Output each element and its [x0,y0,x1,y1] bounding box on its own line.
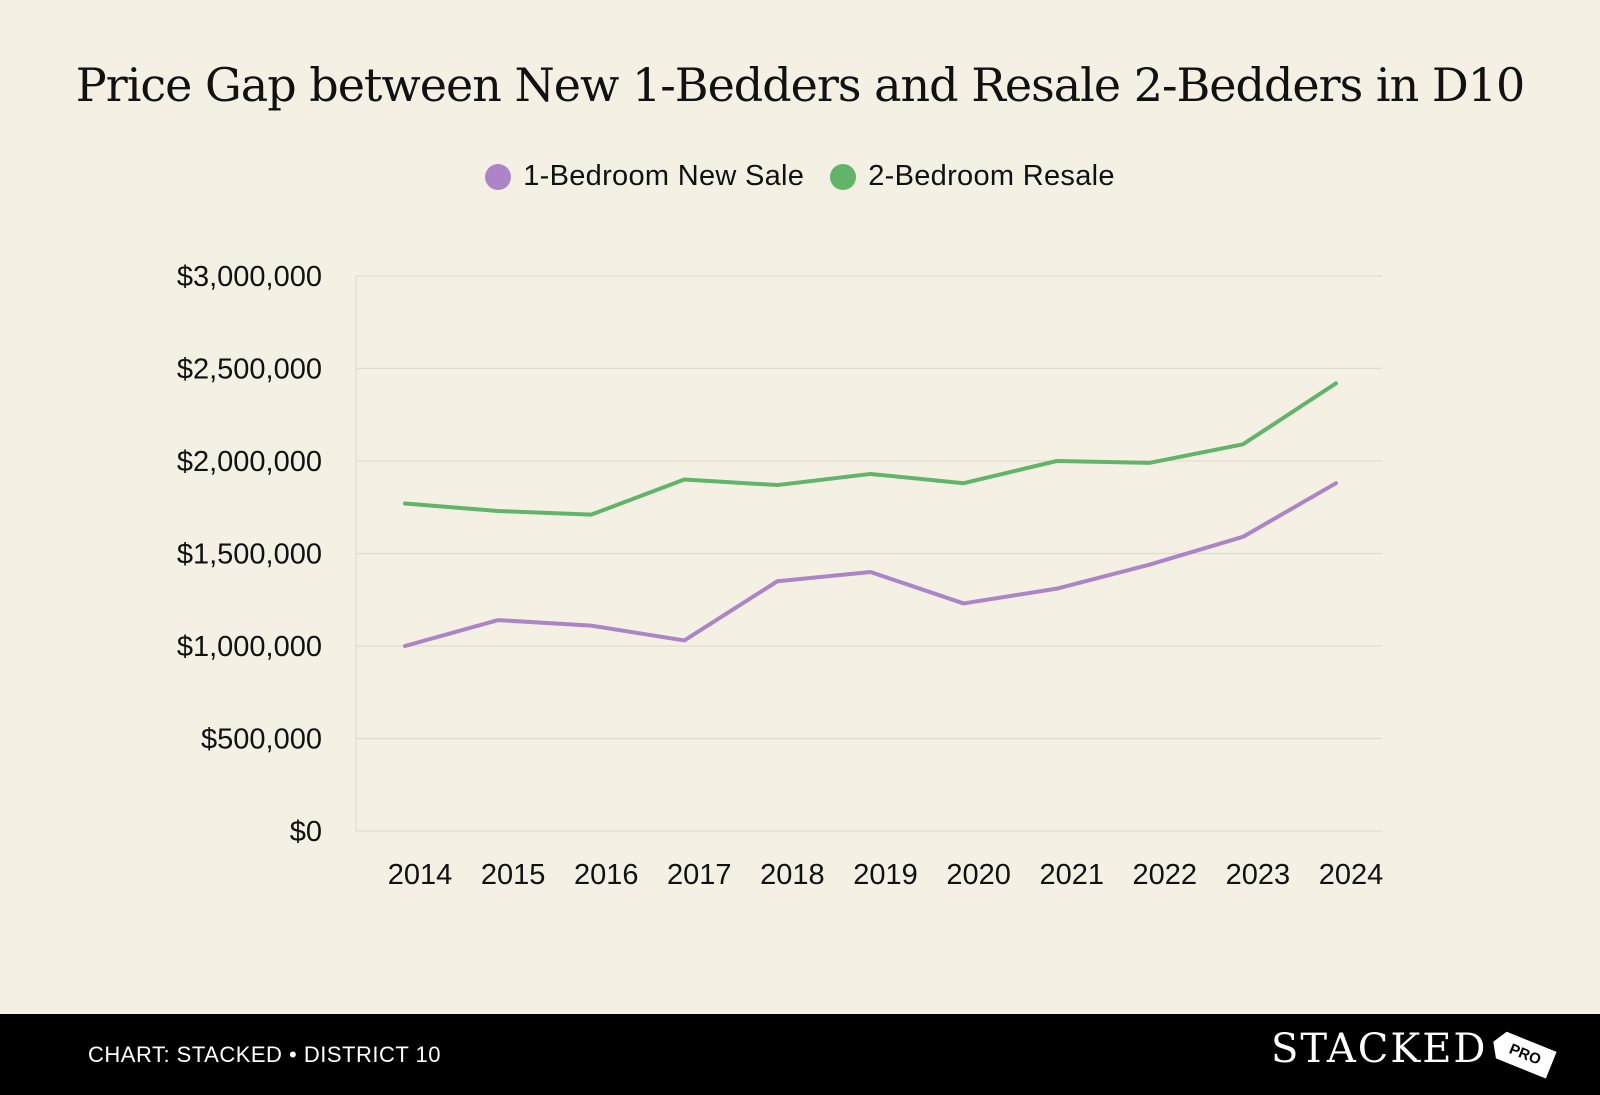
brand-name: STACKED [1270,1026,1488,1072]
footer: CHART: STACKED • DISTRICT 10 STACKED PRO [0,1014,1600,1095]
legend-item-1-bedroom-new-sale: 1-Bedroom New Sale [485,160,804,193]
chart-credit: CHART: STACKED • DISTRICT 10 [88,1042,441,1067]
x-tick-label: 2019 [853,859,918,891]
y-tick-label: $3,000,000 [177,261,322,293]
chart-title: Price Gap between New 1-Bedders and Resa… [75,58,1525,112]
x-tick-label: 2023 [1226,859,1291,891]
legend-swatch-1-bedroom-new-sale [485,163,512,190]
x-tick-label: 2014 [388,859,453,891]
y-tick-label: $1,000,000 [177,631,322,663]
x-tick-label: 2015 [481,859,546,891]
y-tick-label: $0 [290,816,322,848]
x-tick-label: 2020 [946,859,1011,891]
brand-tag: PRO [1488,1028,1557,1078]
legend-label-2-bedroom-resale: 2-Bedroom Resale [868,160,1115,192]
x-tick-label: 2022 [1133,859,1198,891]
x-tick-label: 2017 [667,859,732,891]
x-tick-label: 2021 [1039,859,1104,891]
line-chart: $0 $500,000 $1,000,000 $1,500,000 $2,000,000… [177,261,1384,891]
series-line-1-bedroom-new-sale [403,481,1338,648]
series-line-2-bedroom-resale [403,381,1338,517]
x-tick-label: 2024 [1319,859,1384,891]
legend-label-1-bedroom-new-sale: 1-Bedroom New Sale [523,160,805,192]
y-tick-label: $1,500,000 [177,539,322,571]
x-tick-label: 2016 [574,859,639,891]
legend-item-2-bedroom-resale: 2-Bedroom Resale [830,160,1115,193]
y-tick-label: $2,500,000 [177,354,322,386]
stacked-pro-logo: STACKED PRO [1271,1026,1554,1072]
legend: 1-Bedroom New Sale 2-Bedroom Resale [0,160,1600,193]
y-tick-label: $2,000,000 [177,446,322,478]
x-tick-label: 2018 [760,859,825,891]
legend-swatch-2-bedroom-resale [830,163,857,190]
y-tick-label: $500,000 [201,724,322,756]
